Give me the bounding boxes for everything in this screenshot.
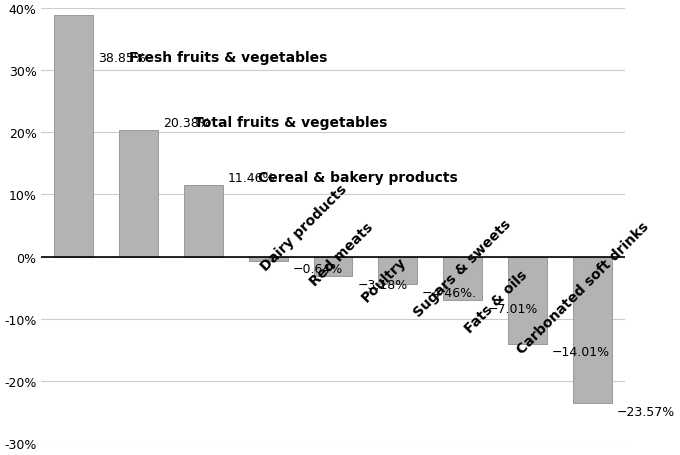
- Bar: [54, 16, 93, 257]
- Text: 20.38%: 20.38%: [163, 117, 211, 130]
- Text: Sugars & sweets: Sugars & sweets: [411, 217, 513, 319]
- Text: 11.46%: 11.46%: [228, 172, 275, 184]
- Text: −14.01%: −14.01%: [552, 346, 610, 359]
- Bar: [508, 257, 547, 344]
- Bar: [249, 257, 288, 261]
- Text: Red meats: Red meats: [307, 220, 376, 288]
- Text: Total fruits & vegetables: Total fruits & vegetables: [194, 116, 387, 130]
- Text: −23.57%: −23.57%: [617, 405, 675, 418]
- Bar: [313, 257, 352, 277]
- Bar: [443, 257, 482, 300]
- Bar: [573, 257, 611, 403]
- Text: −7.01%: −7.01%: [488, 302, 538, 315]
- Bar: [119, 131, 158, 257]
- Text: −3.18%: −3.18%: [358, 278, 408, 292]
- Text: Cereal & bakery products: Cereal & bakery products: [258, 171, 458, 184]
- Bar: [184, 186, 223, 257]
- Text: −4 46%.: −4 46%.: [422, 287, 477, 299]
- Text: Fats & oils: Fats & oils: [462, 267, 530, 335]
- Text: Dairy products: Dairy products: [258, 182, 350, 273]
- Text: 38.85%: 38.85%: [99, 52, 146, 65]
- Text: Carbonated soft drinks: Carbonated soft drinks: [515, 220, 652, 357]
- Text: Fresh fruits & vegetables: Fresh fruits & vegetables: [129, 51, 327, 65]
- Text: −0.64%: −0.64%: [293, 263, 343, 276]
- Text: Poultry: Poultry: [359, 254, 409, 304]
- Bar: [378, 257, 418, 285]
